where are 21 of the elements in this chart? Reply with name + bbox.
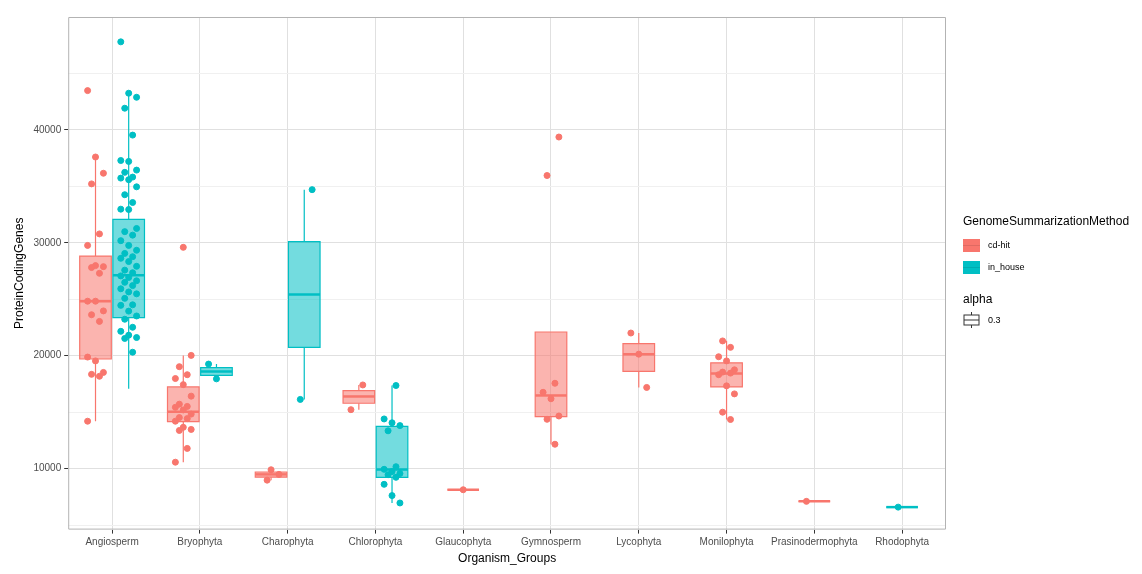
legend-label: in_house — [988, 262, 1025, 272]
legend-title: GenomeSummarizationMethod — [963, 214, 1130, 228]
x-tick-label: Glaucophyta — [435, 536, 492, 548]
x-tick-label: Rhodophyta — [875, 536, 930, 548]
y-tick-label: 10000 — [33, 462, 62, 474]
legend-label: cd-hit — [988, 240, 1011, 250]
x-tick-label: Charophyta — [261, 536, 314, 548]
x-tick-label: Chlorophyta — [348, 536, 403, 548]
x-axis-title: Organism_Groups — [458, 551, 557, 566]
x-tick-label: Lycophyta — [616, 536, 662, 548]
y-tick-label: 20000 — [33, 349, 62, 361]
y-axis-title: ProteinCodingGenes — [11, 217, 26, 329]
x-tick-label: Prasinodermophyta — [770, 536, 859, 548]
x-tick-label: Monilophyta — [699, 536, 754, 548]
text: alpha — [963, 292, 994, 306]
x-tick-label: Bryophyta — [177, 536, 223, 548]
x-tick-label: Angiosperm — [85, 536, 139, 548]
x-tick-label: Gymnosperm — [520, 536, 581, 548]
text: 0.3 — [988, 315, 1001, 325]
y-tick-label: 40000 — [33, 123, 62, 135]
y-tick-label: 30000 — [33, 236, 62, 248]
